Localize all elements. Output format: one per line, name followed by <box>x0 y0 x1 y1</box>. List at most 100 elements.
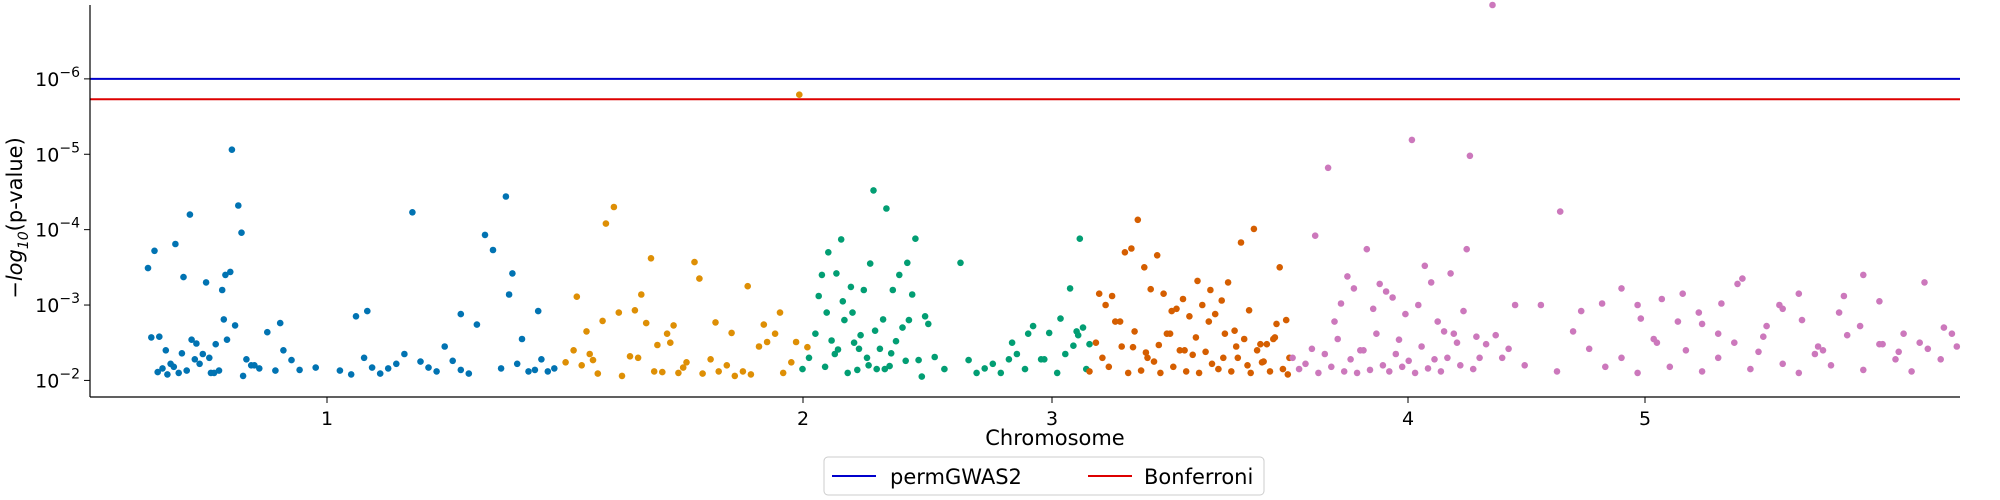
data-point <box>360 354 368 362</box>
data-point <box>921 313 929 320</box>
data-point <box>804 343 811 351</box>
data-point <box>1921 279 1928 286</box>
data-point <box>599 317 606 325</box>
data-point <box>227 268 234 276</box>
data-point <box>210 369 218 377</box>
data-point <box>502 193 510 200</box>
data-point <box>747 371 755 378</box>
data-point <box>196 360 203 368</box>
data-point <box>1250 225 1258 233</box>
data-point <box>760 321 768 328</box>
data-point <box>1466 152 1474 160</box>
data-point <box>715 368 722 375</box>
data-point <box>1389 294 1396 301</box>
data-point <box>834 346 842 353</box>
data-point <box>667 339 674 347</box>
data-point <box>825 249 832 256</box>
data-point <box>1144 354 1151 362</box>
data-point <box>925 320 932 328</box>
data-point <box>159 365 166 372</box>
data-point <box>1086 340 1093 348</box>
data-point <box>1195 369 1203 377</box>
data-point <box>1344 273 1351 280</box>
data-point <box>312 364 320 371</box>
data-point <box>172 240 179 248</box>
data-point <box>1463 245 1470 253</box>
data-point <box>465 370 473 377</box>
data-point <box>1232 343 1240 350</box>
data-point <box>1860 271 1867 279</box>
data-point <box>855 345 863 353</box>
y-axis-label-minus: − <box>3 281 27 299</box>
data-point <box>744 282 751 290</box>
data-point <box>1116 318 1124 325</box>
data-point <box>212 340 219 348</box>
data-point <box>1074 331 1082 339</box>
data-point <box>1157 369 1164 377</box>
data-point <box>654 341 661 349</box>
data-point <box>844 369 851 377</box>
data-point <box>1340 368 1348 375</box>
data-point <box>1076 235 1084 242</box>
data-point <box>1755 348 1762 356</box>
data-point <box>1386 368 1393 375</box>
data-point <box>860 286 868 294</box>
data-point <box>1247 369 1254 377</box>
data-point <box>871 327 879 335</box>
data-point <box>818 271 826 279</box>
data-point <box>1053 369 1061 377</box>
data-point <box>1142 349 1150 356</box>
data-point <box>1450 330 1458 338</box>
data-point <box>905 316 913 324</box>
data-point <box>251 362 258 369</box>
data-point <box>850 339 858 347</box>
data-point <box>497 365 505 372</box>
data-point <box>931 353 938 361</box>
data-point <box>180 273 187 281</box>
data-point <box>1244 362 1251 369</box>
data-point <box>1585 345 1593 353</box>
data-point <box>175 369 182 377</box>
data-point <box>1674 318 1682 325</box>
data-point <box>915 356 922 364</box>
y-ticks: 10−6 10−5 10−4 10−3 10−2 <box>35 65 90 392</box>
data-point <box>457 366 465 374</box>
data-point <box>255 365 263 372</box>
data-point <box>1134 216 1142 224</box>
data-point <box>812 330 819 338</box>
data-point <box>1263 340 1271 348</box>
data-point <box>670 322 677 329</box>
data-point <box>509 270 516 277</box>
data-point <box>215 367 223 374</box>
threshold-lines <box>90 77 1960 101</box>
data-point <box>1392 350 1400 358</box>
data-point <box>1308 345 1316 353</box>
data-point <box>912 235 919 242</box>
data-point <box>144 264 152 272</box>
data-point <box>1129 343 1137 351</box>
data-point <box>886 362 893 370</box>
data-point <box>699 370 706 377</box>
data-point <box>1453 339 1461 347</box>
data-point <box>1363 245 1371 253</box>
data-point <box>1892 356 1899 363</box>
data-point <box>1598 300 1606 307</box>
data-point <box>223 336 231 344</box>
data-point <box>788 359 795 366</box>
legend-box <box>823 456 1265 496</box>
axes <box>89 5 1960 398</box>
data-point <box>583 328 590 335</box>
data-point <box>1653 339 1661 347</box>
data-point <box>1112 318 1119 325</box>
data-point <box>1618 285 1625 292</box>
y-axis-label-log: log <box>3 249 27 281</box>
data-point <box>696 275 703 282</box>
data-point <box>1105 363 1113 371</box>
data-point <box>578 362 585 369</box>
data-point <box>1924 345 1932 353</box>
data-point <box>352 313 360 320</box>
data-point <box>873 365 880 373</box>
data-point <box>739 368 747 375</box>
data-point <box>594 370 602 377</box>
